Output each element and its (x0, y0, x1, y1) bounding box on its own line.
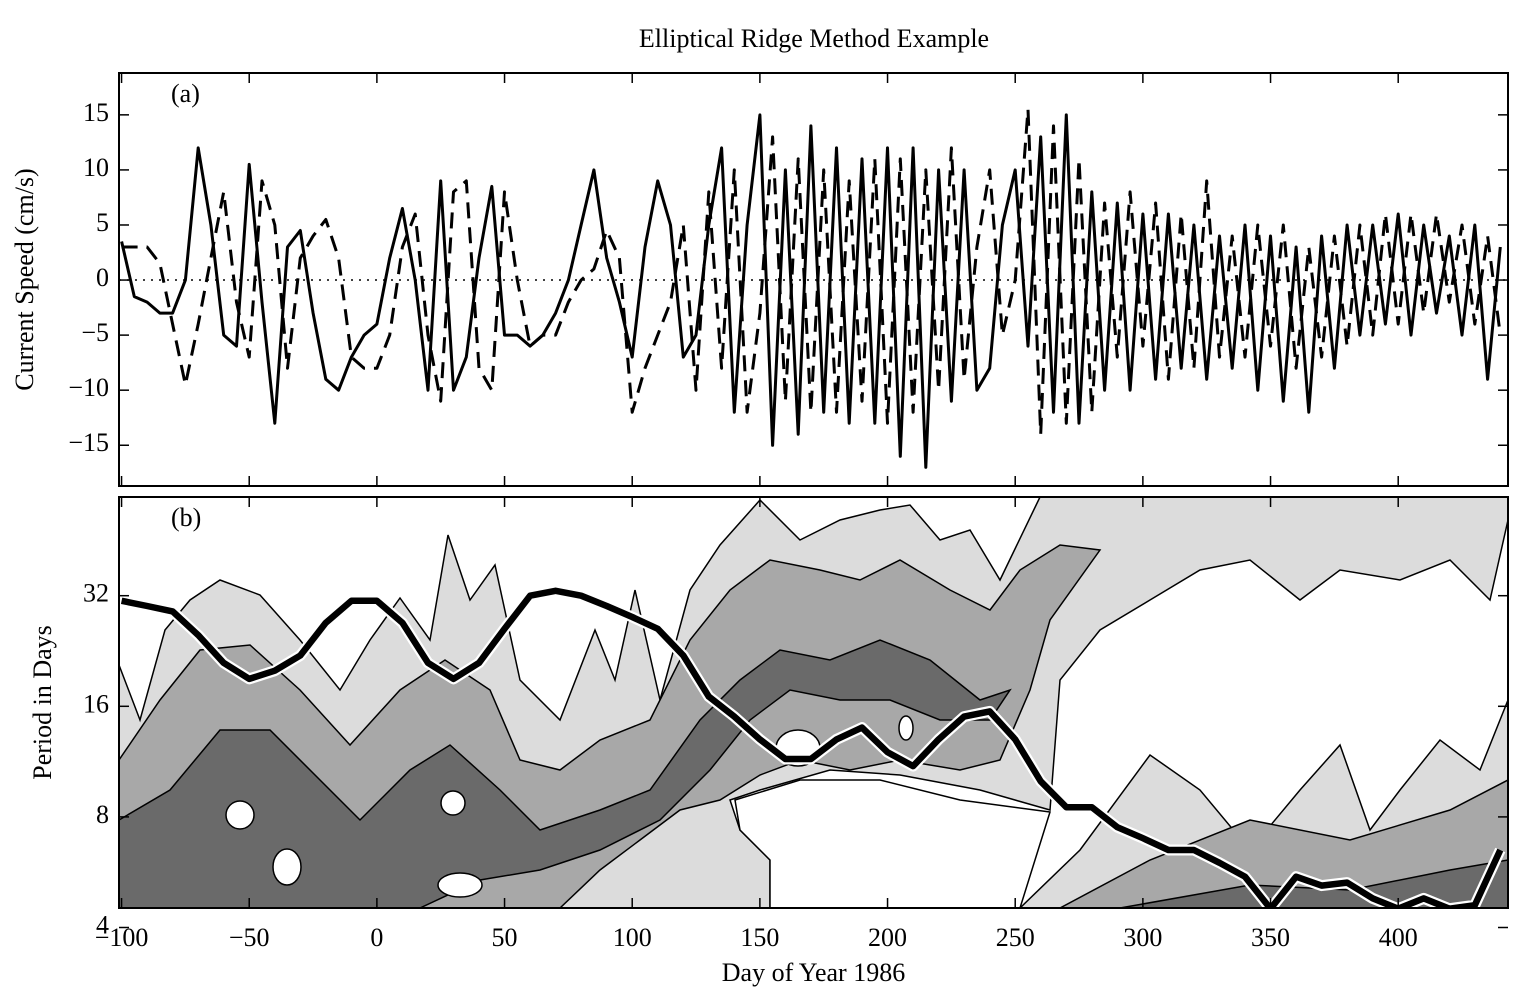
x-tick-label: 0 (370, 923, 383, 952)
x-tick-label: 100 (613, 923, 652, 952)
contour-peak (440, 790, 466, 816)
contour-shading (119, 497, 1508, 908)
y-tick-label: 4 (96, 910, 109, 939)
x-tick-label: 200 (868, 923, 907, 952)
y-tick-label: −10 (68, 373, 109, 402)
x-axis-label: Day of Year 1986 (722, 958, 905, 987)
panel-label: (a) (171, 79, 200, 108)
y-tick-label: 16 (83, 689, 109, 718)
contour-level-3 (119, 639, 1012, 908)
contour-peak (225, 800, 255, 830)
x-tick-label: 150 (740, 923, 779, 952)
speed-line (120, 113, 1502, 469)
y-tick-label: 0 (96, 263, 109, 292)
y-axis-label: Current Speed (cm/s) (10, 168, 39, 390)
x-tick-label: 250 (996, 923, 1035, 952)
x-tick-label: 50 (492, 923, 518, 952)
y-tick-label: −15 (68, 428, 109, 457)
contour-blank (734, 779, 1051, 908)
x-tick-label: −50 (229, 923, 270, 952)
x-tick-label: 350 (1251, 923, 1290, 952)
y-tick-label: 15 (83, 98, 109, 127)
y-tick-label: −5 (81, 318, 109, 347)
plot-area (120, 585, 1506, 908)
ridge-line (120, 587, 1504, 908)
y-tick-label: 10 (83, 153, 109, 182)
x-tick-label: 400 (1379, 923, 1418, 952)
panel-label: (b) (171, 503, 201, 532)
y-tick-label: 5 (96, 208, 109, 237)
speed-line (121, 107, 1502, 436)
plot-area (119, 107, 1508, 469)
y-axis-label: Period in Days (28, 625, 57, 780)
contour-peak (898, 715, 914, 741)
y-tick-label: 32 (83, 579, 109, 608)
contour-peak (437, 872, 483, 898)
x-tick-label: 300 (1123, 923, 1162, 952)
plot-frame (118, 496, 1509, 909)
chart-title: Elliptical Ridge Method Example (639, 24, 989, 53)
contour-peak (272, 848, 302, 886)
y-tick-label: 8 (96, 800, 109, 829)
